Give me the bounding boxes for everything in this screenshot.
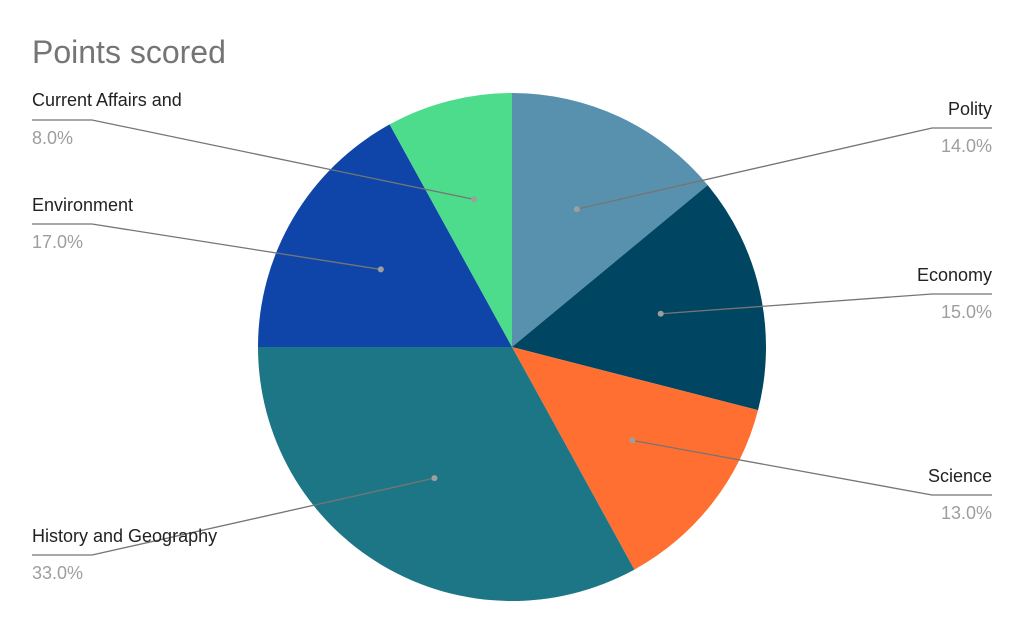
leader-dot-environment <box>377 266 384 273</box>
pie-slice-science <box>512 347 759 570</box>
leader-dot-current-affairs-and <box>471 196 478 203</box>
leader-dot-history-and-geography <box>431 475 438 482</box>
slice-value-history-and-geography: 33.0% <box>32 563 83 583</box>
pie-slice-history-and-geography <box>258 347 635 602</box>
slice-value-economy: 15.0% <box>941 302 992 322</box>
slice-label-current-affairs-and: Current Affairs and <box>32 90 182 110</box>
slice-label-history-and-geography: History and Geography <box>32 526 217 546</box>
leader-line-science <box>632 439 992 496</box>
slice-label-environment: Environment <box>32 195 133 215</box>
leader-lines <box>32 119 992 556</box>
slice-value-environment: 17.0% <box>32 232 83 252</box>
slice-value-current-affairs-and: 8.0% <box>32 128 73 148</box>
slice-value-polity: 14.0% <box>941 136 992 156</box>
slice-labels: Polity 14.0% Economy 15.0% Science 13.0% Histo… <box>32 90 992 583</box>
pie-slices <box>258 93 767 602</box>
slice-label-economy: Economy <box>917 265 992 285</box>
leader-dot-science <box>629 437 636 444</box>
pie-slice-environment <box>258 124 512 347</box>
leader-line-history-and-geography <box>32 477 435 556</box>
slice-label-science: Science <box>928 466 992 486</box>
pie-slice-current-affairs-and <box>389 93 512 347</box>
leader-line-current-affairs-and <box>32 119 475 201</box>
leader-line-economy <box>660 293 992 315</box>
leader-line-polity <box>576 127 992 210</box>
pie-slice-polity <box>512 93 708 347</box>
slice-value-science: 13.0% <box>941 503 992 523</box>
leader-line-environment <box>32 223 381 271</box>
slice-label-polity: Polity <box>948 99 992 119</box>
pie-slice-economy <box>512 185 767 411</box>
leader-dot-polity <box>573 206 580 213</box>
chart-title: Points scored <box>32 34 226 70</box>
leader-dot-economy <box>657 310 664 317</box>
